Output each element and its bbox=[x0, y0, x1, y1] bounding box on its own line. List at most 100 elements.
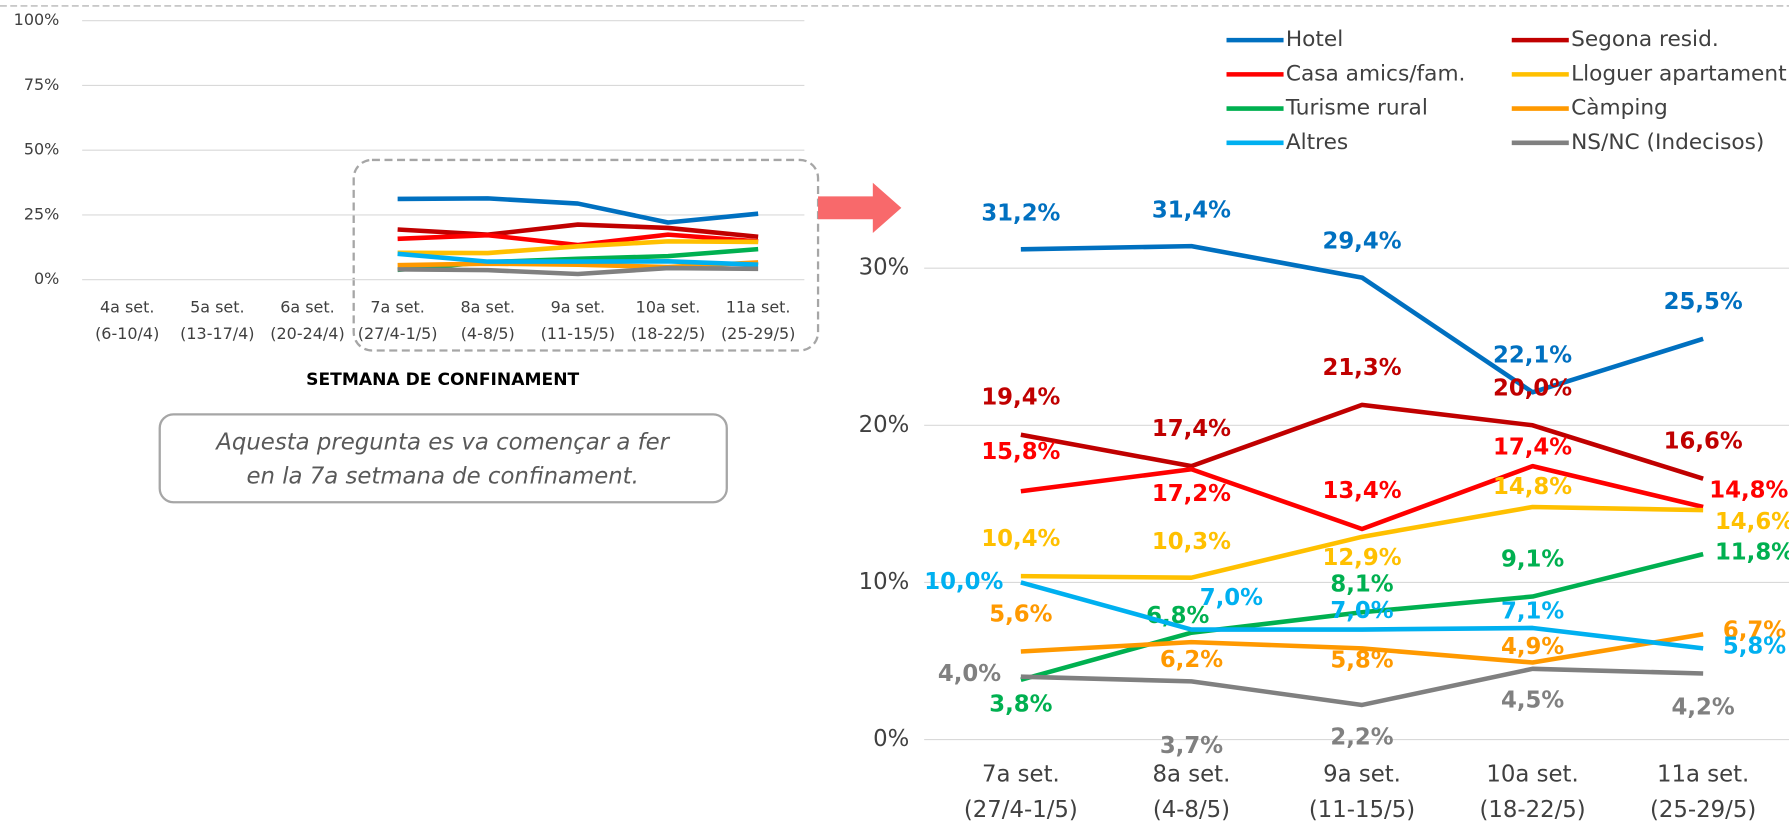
x-tick-label: 8a set. bbox=[460, 298, 515, 317]
data-label: 15,8% bbox=[981, 439, 1060, 465]
series-line bbox=[1020, 551, 1704, 683]
data-label: 8,1% bbox=[1330, 571, 1393, 597]
x-tick-label: 7a set. bbox=[982, 761, 1060, 787]
data-label: 17,4% bbox=[1152, 416, 1231, 442]
series-line bbox=[1020, 580, 1704, 651]
data-label: 10,4% bbox=[981, 526, 1060, 552]
data-label: 12,9% bbox=[1322, 545, 1401, 571]
legend-label: Altres bbox=[1286, 130, 1348, 155]
series-line bbox=[397, 251, 759, 267]
x-tick-label: 9a set. bbox=[1323, 761, 1401, 787]
data-label: 29,4% bbox=[1322, 229, 1401, 255]
y-tick-label: 20% bbox=[859, 412, 910, 438]
series-line bbox=[1020, 402, 1704, 481]
x-tick-label: 10a set. bbox=[636, 298, 701, 317]
data-label: 7,1% bbox=[1501, 598, 1564, 624]
series-line bbox=[1020, 504, 1704, 580]
data-label: 10,0% bbox=[924, 569, 1003, 595]
data-label: 22,1% bbox=[1493, 342, 1572, 368]
series-line bbox=[1020, 463, 1704, 532]
x-axis-title: SETMANA DE CONFINAMENT bbox=[306, 370, 579, 390]
data-label: 4,2% bbox=[1672, 694, 1735, 720]
series-line bbox=[397, 222, 759, 239]
data-label: 14,6% bbox=[1715, 509, 1789, 535]
data-label: 19,4% bbox=[981, 385, 1060, 411]
x-tick-label: 7a set. bbox=[370, 298, 425, 317]
data-label: 13,4% bbox=[1322, 478, 1401, 504]
data-label: 4,5% bbox=[1501, 687, 1564, 713]
data-label: 17,2% bbox=[1152, 481, 1231, 507]
data-label: 16,6% bbox=[1664, 429, 1743, 455]
x-tick-label: (4-8/5) bbox=[1153, 797, 1230, 823]
series-line bbox=[1020, 666, 1704, 708]
data-label: 2,2% bbox=[1330, 725, 1393, 751]
series-line bbox=[397, 260, 759, 270]
x-tick-label: (27/4-1/5) bbox=[964, 797, 1078, 823]
legend-label: Lloguer apartament bbox=[1571, 61, 1787, 86]
data-label: 17,4% bbox=[1493, 434, 1572, 460]
zoom-arrow bbox=[818, 182, 902, 233]
x-tick-label: 9a set. bbox=[551, 298, 606, 317]
data-label: 5,8% bbox=[1723, 634, 1786, 660]
x-tick-label: 6a set. bbox=[280, 298, 335, 317]
legend-label: Casa amics/fam. bbox=[1286, 61, 1466, 86]
note-box bbox=[158, 413, 728, 504]
x-tick-label: (6-10/4) bbox=[95, 324, 159, 343]
data-label: 7,0% bbox=[1200, 585, 1263, 611]
data-label: 14,8% bbox=[1709, 478, 1788, 504]
legend-label: Segona resid. bbox=[1571, 27, 1719, 52]
y-tick-label: 0% bbox=[34, 269, 59, 288]
legend-label: NS/NC (Indecisos) bbox=[1571, 130, 1764, 155]
data-label: 9,1% bbox=[1501, 547, 1564, 573]
x-tick-label: (25-29/5) bbox=[721, 324, 795, 343]
data-label: 11,8% bbox=[1715, 539, 1789, 565]
data-label: 25,5% bbox=[1664, 289, 1743, 315]
data-label: 4,0% bbox=[938, 661, 1001, 687]
x-tick-label: 11a set. bbox=[1657, 761, 1749, 787]
note-text: en la 7a setmana de confinament. bbox=[247, 464, 639, 490]
series-line bbox=[397, 239, 759, 256]
data-label: 20,0% bbox=[1493, 375, 1572, 401]
y-tick-label: 30% bbox=[859, 255, 910, 281]
x-tick-label: (13-17/4) bbox=[180, 324, 254, 343]
y-tick-label: 100% bbox=[14, 10, 60, 29]
x-tick-label: (11-15/5) bbox=[1309, 797, 1415, 823]
series-line bbox=[397, 196, 759, 225]
x-tick-label: (18-22/5) bbox=[1479, 797, 1585, 823]
series-line bbox=[397, 265, 759, 277]
x-tick-label: 10a set. bbox=[1486, 761, 1578, 787]
data-label: 31,4% bbox=[1152, 197, 1231, 223]
y-tick-label: 0% bbox=[873, 726, 909, 752]
x-tick-label: (11-15/5) bbox=[541, 324, 615, 343]
data-label: 10,3% bbox=[1152, 529, 1231, 555]
data-label: 6,7% bbox=[1723, 617, 1786, 643]
y-tick-label: 25% bbox=[24, 204, 60, 223]
data-label: 5,6% bbox=[989, 602, 1052, 628]
x-tick-label: 5a set. bbox=[190, 298, 245, 317]
x-tick-label: (4-8/5) bbox=[461, 324, 515, 343]
data-label: 31,2% bbox=[981, 200, 1060, 226]
y-tick-label: 75% bbox=[24, 75, 60, 94]
data-label: 14,8% bbox=[1493, 474, 1572, 500]
series-line bbox=[1020, 243, 1704, 395]
x-tick-label: 11a set. bbox=[726, 298, 791, 317]
x-tick-label: (18-22/5) bbox=[631, 324, 705, 343]
data-label: 6,2% bbox=[1160, 647, 1223, 673]
data-label: 5,8% bbox=[1330, 647, 1393, 673]
x-tick-label: 4a set. bbox=[100, 298, 155, 317]
x-tick-label: (27/4-1/5) bbox=[358, 324, 438, 343]
zoom-frame bbox=[352, 158, 820, 352]
x-tick-label: (25-29/5) bbox=[1650, 797, 1756, 823]
note-text: Aquesta pregunta es va començar a fer bbox=[214, 429, 670, 455]
data-label: 4,9% bbox=[1501, 634, 1564, 660]
data-label: 21,3% bbox=[1322, 355, 1401, 381]
x-tick-label: 8a set. bbox=[1153, 761, 1231, 787]
x-tick-label: (20-24/4) bbox=[270, 324, 344, 343]
data-label: 7,0% bbox=[1330, 598, 1393, 624]
legend-label: Càmping bbox=[1571, 96, 1668, 121]
y-tick-label: 10% bbox=[859, 569, 910, 595]
data-label: 3,7% bbox=[1160, 733, 1223, 759]
series-line bbox=[1020, 631, 1704, 665]
data-label: 3,8% bbox=[989, 691, 1052, 717]
